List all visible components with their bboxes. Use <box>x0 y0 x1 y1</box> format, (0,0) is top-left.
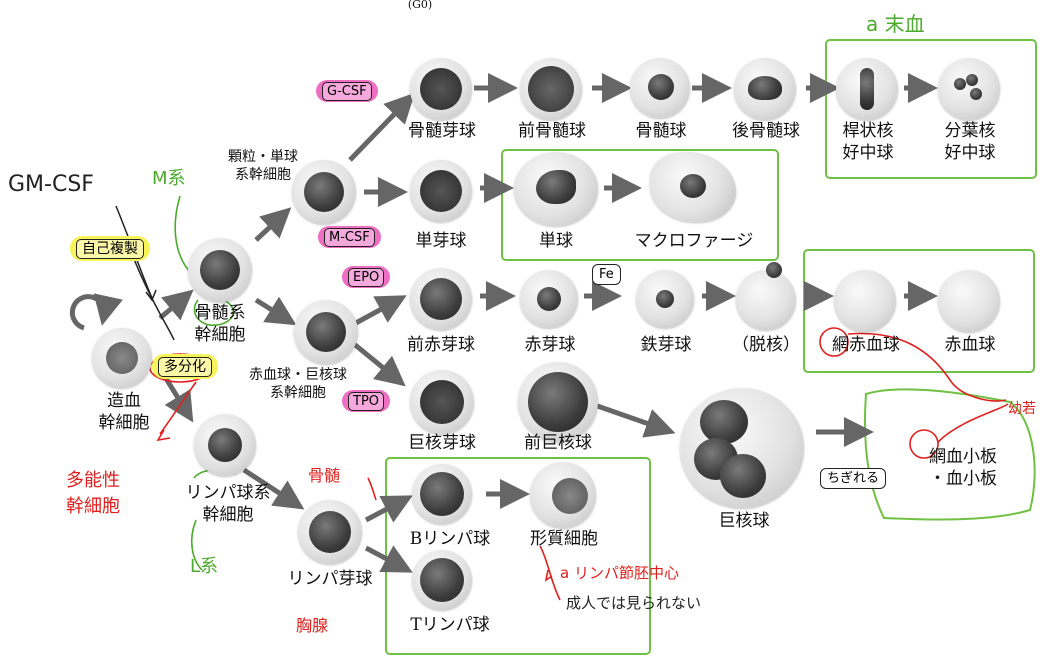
erythrocyte-box <box>803 249 1035 373</box>
band-neutrophil-cell <box>836 58 898 120</box>
promegakaryocyte-cell <box>518 362 598 442</box>
megakaryocyte-label: 巨核球 <box>718 511 770 531</box>
promyelocyte-label: 前骨髄球 <box>518 121 586 141</box>
myeloid-stem-label: 骨髄系 幹細胞 <box>194 303 246 345</box>
tear-tag: ちぎれる <box>820 468 887 489</box>
megakaryocyte-cell <box>680 388 804 508</box>
monoblast-label: 単芽球 <box>415 231 467 251</box>
plasma-cell-label: 形質細胞 <box>530 529 598 549</box>
proerythroblast-cell <box>410 268 472 330</box>
tpo-badge: TPO <box>342 390 391 412</box>
granulo-mono-label: 顆粒・単球 系幹細胞 <box>228 149 298 183</box>
band-neutrophil-label: 桿状核 好中球 <box>842 121 894 163</box>
lymphoid-stem-label: リンパ球系 幹細胞 <box>185 483 271 525</box>
granulo-mono-stem-cell <box>292 160 356 224</box>
monocyte-label: 単球 <box>539 231 573 251</box>
monocyte-cell <box>514 152 598 226</box>
lymphoblast-cell <box>298 500 362 564</box>
marrow-note: 骨髄 <box>308 466 341 485</box>
m-lineage-note: M系 <box>152 168 186 189</box>
reticulocyte-label: 網赤血球 <box>832 335 900 355</box>
myeloblast-cell <box>410 58 472 120</box>
lymphoblast-label: リンパ芽球 <box>287 569 373 589</box>
l-lineage-note: L系 <box>190 556 219 577</box>
monocyte-box <box>501 149 779 261</box>
metamyelocyte-label: 後骨髄球 <box>732 121 800 141</box>
megakaryoblast-label: 巨核芽球 <box>408 433 476 453</box>
sideroblast-label: 鉄芽球 <box>640 335 692 355</box>
promegakaryocyte-label: 前巨核球 <box>524 433 592 453</box>
erythrocyte-label: 赤血球 <box>944 335 996 355</box>
myeloblast-label: 骨髄芽球 <box>408 121 476 141</box>
peripheral-box <box>825 39 1037 179</box>
macrophage-label: マクロファージ <box>634 231 754 251</box>
myeloid-stem-cell <box>188 238 252 302</box>
plasma-cell <box>530 462 596 528</box>
fe-tag: Fe <box>592 264 621 285</box>
enucleation-label: （脱核） <box>732 335 800 355</box>
megakaryoblast-cell <box>410 370 474 434</box>
erythro-mega-label: 赤血球・巨核球 系幹細胞 <box>249 367 347 401</box>
hsc-cell <box>92 328 152 388</box>
adult-note: 成人では見られない <box>566 594 702 612</box>
multi-diff-box: 多分化 <box>152 354 218 379</box>
segmented-neutrophil-label: 分葉核 好中球 <box>944 121 996 163</box>
metamyelocyte-cell <box>734 58 796 120</box>
sideroblast-cell <box>636 270 694 328</box>
platelet-label: 網血小板 ・血小板 <box>929 447 997 489</box>
enucleation-cell <box>736 262 796 330</box>
peripheral-note: a 末血 <box>866 12 925 36</box>
platelet-outline <box>863 388 1036 521</box>
erythrocyte-cell <box>938 270 1000 332</box>
gcsf-badge: G-CSF <box>316 80 378 102</box>
thymus-note: 胸腺 <box>296 616 329 635</box>
t-lymphocyte-label: Tリンパ球 <box>410 615 490 635</box>
erythroblast-cell <box>520 270 578 328</box>
b-lymphocyte-cell <box>412 464 472 524</box>
lymphoid-stem-cell <box>194 414 256 476</box>
erythro-mega-stem-cell <box>294 300 358 364</box>
myelocyte-cell <box>630 58 690 118</box>
segmented-neutrophil-cell <box>938 58 1000 120</box>
lymph-center-note: a リンパ節胚中心 <box>560 564 679 582</box>
self-renewal-box: 自己複製 <box>70 236 150 261</box>
epo-badge: EPO <box>342 266 391 288</box>
monoblast-cell <box>410 160 472 222</box>
gmcsf-note: GM-CSF <box>8 172 94 197</box>
t-lymphocyte-cell <box>412 550 472 610</box>
pluripotent-note: 多能性 幹細胞 <box>66 470 120 517</box>
reticulocyte-cell <box>834 270 896 332</box>
b-lymphocyte-label: Bリンパ球 <box>409 529 491 549</box>
macrophage-cell <box>650 152 736 222</box>
myelocyte-label: 骨髄球 <box>635 121 687 141</box>
mcsf-badge: M-CSF <box>318 226 381 248</box>
hsc-label: 造血 幹細胞 <box>98 391 150 433</box>
immature-note: 幼若 <box>1008 401 1036 417</box>
promyelocyte-cell <box>520 58 582 120</box>
proerythroblast-label: 前赤芽球 <box>407 335 475 355</box>
header-cropped: (G0) <box>407 0 433 11</box>
erythroblast-label: 赤芽球 <box>524 335 576 355</box>
